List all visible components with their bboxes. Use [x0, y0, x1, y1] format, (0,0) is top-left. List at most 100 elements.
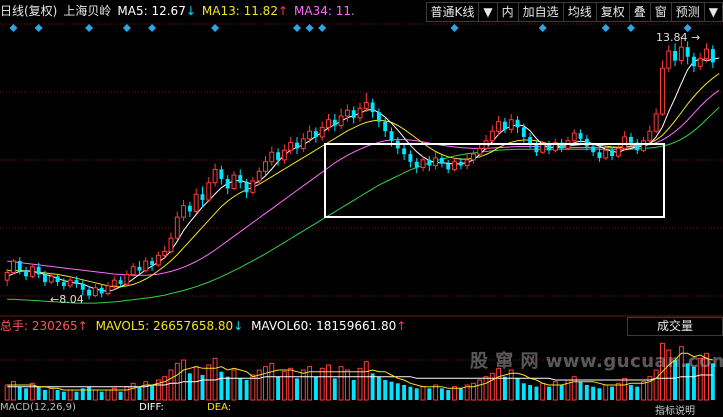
candle-body-down	[389, 131, 394, 141]
high-price-value: 13.84	[656, 31, 688, 44]
volume-bar-down	[150, 385, 155, 400]
event-marker-icon	[538, 24, 547, 32]
volume-bar-up	[496, 367, 502, 401]
volume-bar-down	[244, 380, 249, 400]
consolidation-highlight-box	[324, 143, 665, 218]
moving-average-button[interactable]: 均线	[562, 3, 596, 21]
volume-bar-up	[470, 382, 476, 401]
volume-bar-up	[540, 382, 546, 401]
ma13-indicator: MA13: 11.82↑	[202, 4, 288, 18]
volume-indicator-tab[interactable]: 成交量	[627, 317, 723, 336]
volume-bar-down	[118, 391, 123, 400]
volume-bar-up	[603, 384, 609, 401]
candle-body-up	[653, 113, 659, 132]
ma34-label: MA34:	[294, 4, 332, 18]
volume-bar-up	[143, 381, 149, 401]
candle-body-down	[628, 136, 633, 143]
volume-bar-down	[685, 363, 690, 400]
event-marker-icon	[318, 24, 327, 32]
volume-bar-down	[502, 376, 507, 400]
low-price-label: ←8.04	[50, 293, 84, 306]
period-label[interactable]: 日线(复权)	[0, 4, 58, 18]
candle-body-up	[647, 130, 653, 142]
volume-bar-up	[307, 366, 313, 401]
candle-body-down	[376, 112, 381, 122]
candle-body-up	[603, 149, 609, 159]
event-marker-icon	[148, 24, 157, 32]
candle-body-up	[162, 251, 168, 256]
volume-bar-down	[200, 375, 205, 400]
volume-bar-down	[225, 376, 230, 400]
candle-body-up	[489, 130, 495, 142]
kline-type-dropdown[interactable]: 普通K线	[430, 5, 475, 19]
forecast-button[interactable]: 预测	[670, 3, 704, 21]
candle-body-down	[17, 261, 22, 271]
candle-body-down	[521, 127, 526, 137]
candle-body-up	[363, 102, 369, 109]
volume-bars	[4, 342, 715, 401]
volume-bar-down	[578, 381, 583, 400]
volume-bar-up	[4, 384, 10, 401]
volume-bar-down	[402, 385, 407, 400]
volume-bar-up	[615, 382, 621, 401]
volume-bar-down	[635, 386, 640, 400]
volume-bar-down	[439, 388, 444, 400]
kline-type-chevron-down-icon[interactable]: ▼	[478, 3, 496, 21]
candle-body-down	[597, 152, 602, 158]
window-button[interactable]: 窗	[649, 3, 671, 21]
volume-bar-up	[704, 352, 710, 401]
adjust-rights-button[interactable]: 复权	[595, 3, 629, 21]
candle-body-up	[124, 273, 130, 285]
indicator-help-link[interactable]: 指标说明	[655, 406, 695, 417]
candle-body-down	[408, 154, 413, 162]
volume-header: 总手: 230265↑ MAVOL5: 26657658.80↓ MAVOL60…	[0, 318, 406, 334]
candle-body-down	[534, 144, 539, 153]
volume-bar-down	[528, 385, 533, 400]
volume-bar-up	[181, 359, 187, 401]
volume-ma-lines	[7, 352, 713, 391]
candle-body-up	[288, 142, 294, 151]
ma34-indicator: MA34: 11.	[294, 4, 355, 18]
inner-button[interactable]: 内	[496, 3, 518, 21]
add-watchlist-button[interactable]: 加自选	[517, 3, 563, 21]
volume-bar-up	[319, 367, 325, 401]
overlay-button[interactable]: 叠	[628, 3, 650, 21]
candle-body-up	[697, 58, 703, 67]
candle-body-down	[515, 119, 520, 128]
candle-body-up	[307, 130, 313, 140]
event-marker-icon	[683, 24, 692, 32]
volume-bar-up	[29, 382, 35, 401]
volume-bar-up	[653, 369, 659, 401]
volume-bar-up	[206, 364, 212, 401]
candle-body-down	[559, 142, 564, 149]
candle-body-up	[29, 266, 35, 277]
mavol60-line	[7, 374, 713, 388]
candle-body-down	[584, 138, 589, 147]
candle-body-up	[206, 182, 212, 201]
candle-body-up	[168, 237, 174, 253]
candle-body-up	[464, 159, 470, 167]
candle-body-down	[547, 144, 551, 151]
candle-body-down	[24, 270, 29, 277]
mavol60-indicator: MAVOL60: 18159661.80↑	[251, 319, 406, 333]
candle-body-down	[225, 178, 230, 189]
volume-bar-up	[174, 362, 180, 401]
volume-bar-up	[622, 377, 628, 401]
candle-body-up	[111, 279, 117, 287]
candle-body-down	[685, 47, 690, 57]
low-price-value: 8.04	[59, 293, 84, 306]
macd-label[interactable]: MACD(12,26,9)	[0, 402, 76, 413]
mavol60-value: 18159661.80	[316, 319, 397, 333]
volume-bar-down	[591, 386, 596, 400]
toolbar-chevron-down-icon[interactable]: ▼	[703, 3, 722, 21]
volume-bar-down	[547, 386, 551, 400]
ma13-label: MA13:	[201, 4, 240, 18]
candle-body-down	[36, 266, 41, 275]
candle-body-down	[137, 266, 142, 271]
candle-body-down	[276, 152, 281, 160]
candle-body-up	[452, 161, 457, 170]
candle-body-up	[420, 159, 426, 169]
volume-bar-up	[489, 372, 495, 401]
volume-bar-up	[256, 369, 262, 401]
